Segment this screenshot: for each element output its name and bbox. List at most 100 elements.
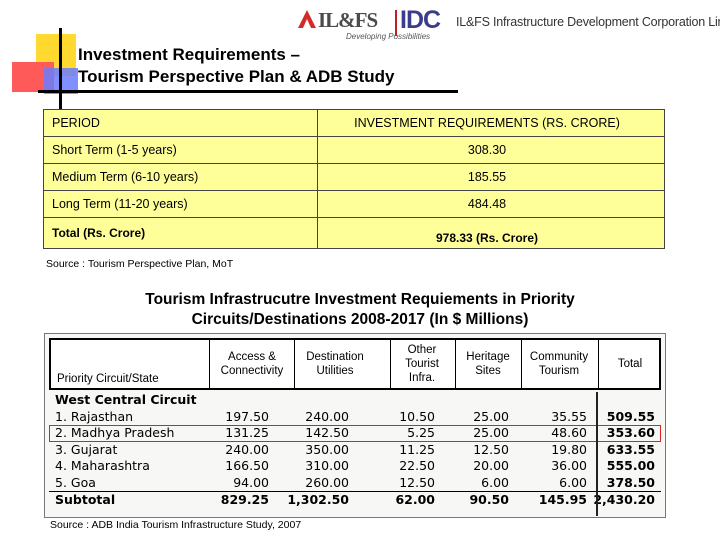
priority-circuits-table: Priority Circuit/State Access & Connecti…	[44, 333, 666, 518]
period-cell: Medium Term (6-10 years)	[43, 163, 318, 191]
heritage-value: 25.00	[473, 408, 509, 424]
access-value: 166.50	[225, 458, 269, 473]
column-divider	[390, 340, 391, 388]
header-total: Total	[617, 358, 643, 370]
header-period: PERIOD	[43, 109, 318, 137]
total-value: 509.55	[606, 408, 655, 424]
destination-value: 260.00	[305, 474, 349, 490]
total-column-divider	[596, 392, 598, 516]
table-row: Medium Term (6-10 years) 185.55	[43, 163, 665, 191]
value-cell: 308.30	[317, 136, 665, 164]
heritage-value: 25.00	[473, 425, 509, 440]
column-divider	[294, 340, 295, 388]
priority-table-header: Priority Circuit/State Access & Connecti…	[49, 338, 661, 390]
column-divider	[598, 340, 599, 388]
total-value: 2,430.20	[593, 492, 655, 507]
decorative-horizontal-line	[38, 90, 458, 93]
total-value: 978.33 (Rs. Crore)	[317, 217, 665, 249]
other-value: 12.50	[399, 474, 435, 490]
destination-value: 240.00	[305, 408, 349, 424]
community-value: 48.60	[551, 425, 587, 440]
access-value: 240.00	[225, 441, 269, 457]
decorative-vertical-line	[59, 28, 62, 110]
column-divider	[521, 340, 522, 388]
slide-title-line-2: Tourism Perspective Plan & ADB Study	[78, 67, 395, 86]
table-total-row: Total (Rs. Crore) 978.33 (Rs. Crore)	[43, 217, 665, 249]
header-destination: Destination Utilities	[306, 351, 364, 377]
infrastructure-title-line-2: Circuits/Destinations 2008-2017 (In $ Mi…	[191, 311, 529, 328]
other-value: 10.50	[399, 408, 435, 424]
header-circuit: Priority Circuit/State	[57, 373, 159, 385]
table-row: 4. Maharashtra 166.50 310.00 22.50 20.00…	[49, 458, 661, 475]
table-row-highlighted: 2. Madhya Pradesh 131.25 142.50 5.25 25.…	[49, 425, 661, 442]
section-label: West Central Circuit	[55, 392, 197, 407]
total-value: 555.00	[606, 458, 655, 473]
community-value: 6.00	[559, 474, 587, 490]
logo-tagline: Developing Possibilities	[346, 32, 431, 41]
ilfs-logo-text: IL&FS	[318, 8, 378, 32]
other-value: 22.50	[399, 458, 435, 473]
state-name: 5. Goa	[55, 474, 96, 490]
infrastructure-title-line-1: Tourism Infrastrucutre Investment Requie…	[145, 291, 575, 308]
company-logo-bar: IL&FS Developing Possibilities IDC IL&FS…	[296, 6, 720, 42]
table-header-row: PERIOD INVESTMENT REQUIREMENTS (RS. CROR…	[43, 109, 665, 137]
heritage-value: 6.00	[481, 474, 509, 490]
column-divider	[209, 340, 210, 388]
table-row: Short Term (1-5 years) 308.30	[43, 136, 665, 164]
priority-table-body: West Central Circuit 1. Rajasthan 197.50…	[49, 392, 661, 508]
header-investment: INVESTMENT REQUIREMENTS (RS. CRORE)	[317, 109, 665, 137]
period-cell: Short Term (1-5 years)	[43, 136, 318, 164]
state-name: 3. Gujarat	[55, 441, 118, 457]
state-name: 2. Madhya Pradesh	[55, 425, 175, 440]
destination-value: 142.50	[305, 425, 349, 440]
slide-title: Investment Requirements – Tourism Perspe…	[78, 44, 394, 88]
access-value: 829.25	[220, 492, 269, 507]
table-row: Long Term (11-20 years) 484.48	[43, 190, 665, 218]
source-note-1: Source : Tourism Perspective Plan, MoT	[46, 258, 234, 270]
destination-value: 350.00	[305, 441, 349, 457]
value-cell: 185.55	[317, 163, 665, 191]
community-value: 19.80	[551, 441, 587, 457]
total-label: Total (Rs. Crore)	[43, 217, 318, 249]
investment-requirements-table: PERIOD INVESTMENT REQUIREMENTS (RS. CROR…	[43, 109, 665, 249]
heritage-value: 12.50	[473, 441, 509, 457]
column-divider	[455, 340, 456, 388]
table-row: 3. Gujarat 240.00 350.00 11.25 12.50 19.…	[49, 442, 661, 459]
other-value: 5.25	[407, 425, 435, 440]
other-value: 11.25	[399, 441, 435, 457]
total-value: 633.55	[606, 441, 655, 457]
total-value: 353.60	[606, 425, 655, 440]
company-name: IL&FS Infrastructure Development Corpora…	[456, 15, 720, 29]
subtotal-label: Subtotal	[55, 492, 116, 507]
state-name: 1. Rajasthan	[55, 408, 134, 424]
community-value: 145.95	[538, 492, 587, 507]
heritage-value: 90.50	[469, 492, 509, 507]
community-value: 36.00	[551, 458, 587, 473]
table-row: 1. Rajasthan 197.50 240.00 10.50 25.00 3…	[49, 409, 661, 426]
ilfs-logo-icon	[298, 10, 316, 28]
period-cell: Long Term (11-20 years)	[43, 190, 318, 218]
header-heritage: Heritage Sites	[466, 351, 510, 377]
source-note-2: Source : ADB India Tourism Infrastructur…	[50, 519, 302, 531]
infrastructure-table-title: Tourism Infrastrucutre Investment Requie…	[110, 290, 610, 330]
total-value: 378.50	[606, 474, 655, 490]
header-access: Access & Connectivity	[220, 351, 284, 377]
section-row: West Central Circuit	[49, 392, 661, 409]
state-name: 4. Maharashtra	[55, 458, 150, 473]
access-value: 94.00	[233, 474, 269, 490]
value-cell: 484.48	[317, 190, 665, 218]
other-value: 62.00	[395, 492, 435, 507]
header-community: Community Tourism	[529, 351, 589, 377]
heritage-value: 20.00	[473, 458, 509, 473]
subtotal-row: Subtotal 829.25 1,302.50 62.00 90.50 145…	[49, 491, 661, 508]
slide-title-line-1: Investment Requirements –	[78, 45, 301, 64]
destination-value: 310.00	[305, 458, 349, 473]
idc-logo-text: IDC	[400, 6, 441, 34]
header-other: Other Tourist Infra.	[405, 344, 439, 384]
community-value: 35.55	[551, 408, 587, 424]
access-value: 131.25	[225, 425, 269, 440]
destination-value: 1,302.50	[287, 492, 349, 507]
table-row: 5. Goa 94.00 260.00 12.50 6.00 6.00 378.…	[49, 475, 661, 492]
access-value: 197.50	[225, 408, 269, 424]
logo-divider	[395, 10, 397, 36]
